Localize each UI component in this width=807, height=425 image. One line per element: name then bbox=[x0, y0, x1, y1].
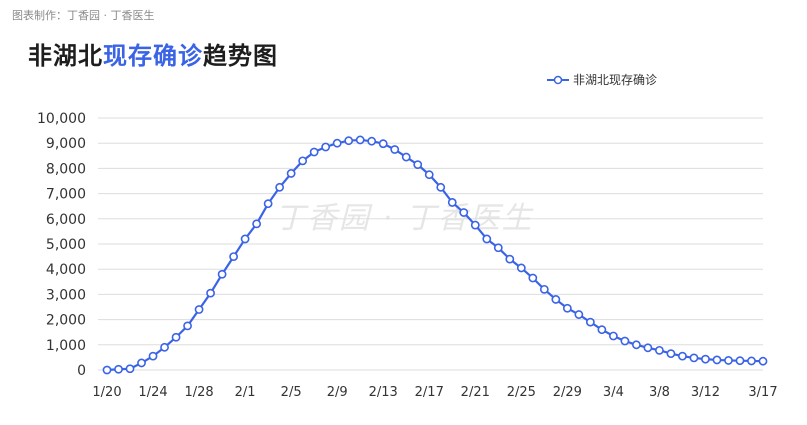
data-point[interactable] bbox=[171, 332, 181, 342]
data-point[interactable] bbox=[689, 353, 699, 363]
x-tick-label: 1/20 bbox=[92, 385, 121, 400]
data-point[interactable] bbox=[183, 321, 192, 331]
data-point[interactable] bbox=[240, 234, 250, 244]
data-point[interactable] bbox=[401, 152, 411, 162]
x-axis-tick-labels: 1/20 1/24 1/28 2/1 2/5 2/9 2/13 2/17 2/21 2/25 2/2… bbox=[92, 385, 777, 400]
y-tick-label: 1,000 bbox=[46, 338, 86, 354]
data-point[interactable] bbox=[390, 145, 400, 154]
series-points bbox=[102, 135, 768, 375]
y-tick-label: 9,000 bbox=[46, 136, 86, 152]
data-point[interactable] bbox=[585, 317, 595, 327]
data-point[interactable] bbox=[355, 135, 365, 145]
data-point[interactable] bbox=[758, 356, 768, 366]
y-tick-label: 2,000 bbox=[46, 313, 86, 329]
data-point[interactable] bbox=[747, 356, 756, 366]
data-point[interactable] bbox=[436, 182, 446, 192]
data-point[interactable] bbox=[447, 198, 457, 207]
data-point[interactable] bbox=[229, 252, 238, 261]
title-part-1: 非湖北 bbox=[28, 42, 103, 70]
data-point[interactable] bbox=[516, 263, 526, 273]
data-point[interactable] bbox=[332, 138, 342, 148]
x-tick-label: 3/17 bbox=[748, 385, 777, 400]
data-point[interactable] bbox=[562, 303, 572, 313]
x-tick-label: 2/25 bbox=[507, 385, 536, 400]
data-point[interactable] bbox=[482, 234, 492, 244]
data-point[interactable] bbox=[493, 243, 503, 253]
data-point[interactable] bbox=[632, 340, 641, 350]
data-point[interactable] bbox=[413, 160, 423, 170]
title-part-3: 趋势图 bbox=[203, 42, 278, 70]
data-point[interactable] bbox=[114, 364, 123, 374]
x-tick-label: 3/4 bbox=[603, 385, 624, 400]
data-point[interactable] bbox=[321, 142, 331, 152]
x-tick-label: 2/21 bbox=[461, 385, 490, 400]
data-point[interactable] bbox=[206, 288, 215, 298]
x-tick-label: 1/28 bbox=[184, 385, 213, 400]
data-point[interactable] bbox=[344, 136, 354, 146]
data-point[interactable] bbox=[551, 295, 561, 304]
data-point[interactable] bbox=[678, 351, 687, 361]
y-tick-label: 8,000 bbox=[46, 161, 86, 177]
title-part-2-highlight: 现存确诊 bbox=[103, 42, 203, 70]
data-point[interactable] bbox=[539, 284, 549, 294]
chart-credit: 图表制作：丁香园 · 丁香医生 bbox=[12, 9, 155, 22]
data-point[interactable] bbox=[608, 331, 618, 341]
data-point[interactable] bbox=[194, 305, 204, 314]
data-point[interactable] bbox=[574, 310, 584, 319]
y-axis-tick-labels: 0 1,000 2,000 3,000 4,000 5,000 6,000 7,000 8,00… bbox=[37, 111, 86, 379]
data-point[interactable] bbox=[160, 342, 169, 352]
x-tick-label: 2/5 bbox=[281, 385, 302, 400]
y-tick-label: 4,000 bbox=[46, 262, 86, 278]
data-point[interactable] bbox=[309, 147, 319, 157]
x-tick-label: 2/17 bbox=[415, 385, 444, 400]
x-tick-label: 3/8 bbox=[649, 385, 670, 400]
x-tick-label: 2/9 bbox=[327, 385, 348, 400]
y-tick-label: 0 bbox=[77, 363, 86, 379]
x-tick-label: 1/24 bbox=[138, 385, 167, 400]
data-point[interactable] bbox=[655, 345, 664, 355]
data-point[interactable] bbox=[620, 336, 630, 346]
y-tick-label: 10,000 bbox=[37, 111, 86, 127]
data-point[interactable] bbox=[643, 343, 653, 353]
data-point[interactable] bbox=[148, 351, 158, 361]
data-point[interactable] bbox=[597, 325, 607, 335]
data-point[interactable] bbox=[137, 358, 146, 368]
x-tick-label: 3/12 bbox=[691, 385, 720, 400]
x-tick-label: 2/1 bbox=[235, 385, 256, 400]
chart-title: 非湖北现存确诊趋势图 bbox=[28, 36, 278, 71]
y-tick-label: 5,000 bbox=[46, 237, 86, 253]
x-tick-label: 2/29 bbox=[553, 385, 582, 400]
data-point[interactable] bbox=[459, 208, 469, 217]
data-point[interactable] bbox=[298, 156, 308, 166]
data-point[interactable] bbox=[701, 354, 710, 364]
data-point[interactable] bbox=[263, 199, 273, 209]
legend-line-marker-icon bbox=[547, 75, 569, 84]
data-point[interactable] bbox=[505, 254, 515, 264]
data-point[interactable] bbox=[378, 139, 388, 149]
data-point[interactable] bbox=[666, 349, 676, 359]
y-tick-label: 6,000 bbox=[46, 212, 86, 228]
legend-label: 非湖北现存确诊 bbox=[573, 73, 658, 87]
data-point[interactable] bbox=[724, 356, 733, 365]
data-point[interactable] bbox=[367, 136, 377, 146]
data-point[interactable] bbox=[102, 365, 112, 375]
data-point[interactable] bbox=[470, 220, 480, 230]
x-tick-label: 2/13 bbox=[369, 385, 398, 400]
data-point[interactable] bbox=[712, 355, 722, 365]
data-point[interactable] bbox=[125, 364, 135, 374]
grid-lines bbox=[98, 117, 763, 371]
data-point[interactable] bbox=[252, 219, 262, 229]
chart-legend[interactable]: 非湖北现存确诊 bbox=[547, 71, 657, 88]
y-tick-label: 3,000 bbox=[46, 287, 86, 303]
data-point[interactable] bbox=[735, 356, 745, 366]
series-line bbox=[106, 138, 764, 372]
data-point[interactable] bbox=[528, 273, 538, 283]
data-point[interactable] bbox=[217, 269, 227, 279]
data-point[interactable] bbox=[286, 169, 296, 178]
y-tick-label: 7,000 bbox=[46, 187, 86, 203]
data-point[interactable] bbox=[275, 182, 285, 192]
data-point[interactable] bbox=[424, 170, 434, 180]
